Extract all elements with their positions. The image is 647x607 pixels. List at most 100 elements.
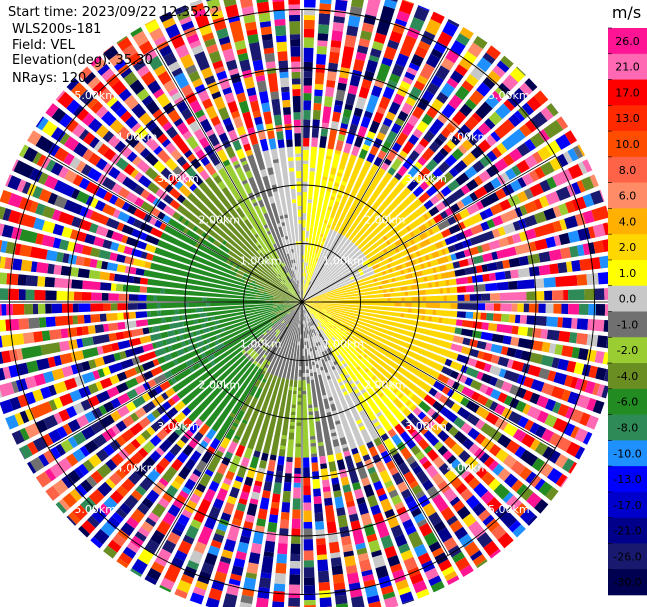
velocity-gate [511,360,525,372]
velocity-gate [421,147,435,162]
velocity-gate [341,116,350,125]
velocity-gate [372,263,380,270]
velocity-gate [358,444,369,457]
velocity-gate [386,514,400,529]
velocity-gate [316,247,323,259]
colorbar-tick-label: -26.0 [613,550,641,563]
velocity-gate [552,168,573,187]
velocity-gate [445,279,450,286]
velocity-gate [400,233,412,243]
velocity-gate [411,296,419,302]
velocity-gate [308,311,311,315]
velocity-gate [415,270,424,277]
velocity-gate [308,315,313,322]
velocity-gate [456,354,470,365]
velocity-gate [360,198,423,253]
velocity-gate [501,172,510,183]
velocity-gate [567,230,581,244]
velocity-gate [441,171,454,184]
velocity-gate [334,150,342,155]
velocity-gate [346,25,359,37]
velocity-gate [434,137,444,147]
velocity-gate [518,255,529,266]
velocity-gate [368,358,396,383]
velocity-gate [597,271,609,285]
velocity-gate [390,297,402,302]
velocity-gate [582,431,593,445]
velocity-gate [402,519,415,530]
velocity-gate [422,213,429,221]
velocity-gate [425,230,431,237]
velocity-gate [322,310,326,313]
velocity-gate [411,106,425,119]
velocity-gate [430,423,443,436]
velocity-gate [303,302,311,304]
velocity-gate [541,382,555,396]
velocity-gate [451,443,465,457]
velocity-gate [391,494,403,506]
instrument-label: WLS200s-181 [12,22,102,37]
velocity-gate [418,257,424,263]
velocity-gate [376,443,387,454]
velocity-gate [385,204,428,239]
velocity-gate [405,525,417,536]
velocity-gate [503,422,518,437]
velocity-gate [303,15,316,21]
velocity-gate [472,554,487,567]
velocity-gate [320,244,324,249]
velocity-gate [493,483,511,500]
velocity-gate [574,212,586,226]
velocity-gate [302,249,363,302]
velocity-gate [350,342,358,350]
velocity-gate [303,298,388,302]
velocity-gate [502,74,519,91]
velocity-gate [528,169,540,182]
velocity-gate [388,73,401,84]
velocity-gate [354,187,412,247]
velocity-gate [303,306,305,310]
velocity-gate [417,494,431,508]
velocity-gate [360,351,366,357]
velocity-gate [530,379,545,392]
velocity-gate [430,74,444,88]
velocity-gate [311,336,317,348]
velocity-gate [306,202,312,231]
velocity-gate [414,161,423,170]
velocity-gate [326,224,331,229]
velocity-gate [409,239,416,245]
colorbar-tick-label: -6.0 [617,396,638,409]
velocity-gate [461,320,474,328]
velocity-gate [360,512,373,526]
velocity-gate [306,316,312,327]
velocity-gate [366,370,375,379]
velocity-gate [509,384,520,396]
velocity-gate [571,196,587,211]
velocity-gate [443,295,448,302]
velocity-gate [422,479,434,491]
velocity-gate [470,550,483,561]
velocity-gate [337,378,342,383]
velocity-gate [494,378,505,389]
velocity-gate [490,177,502,189]
velocity-gate [385,240,391,246]
velocity-gates [0,0,621,607]
velocity-gate [383,46,397,61]
velocity-gate [391,63,405,77]
velocity-gate [401,102,414,115]
velocity-gate [385,111,396,121]
velocity-gate [490,293,500,301]
velocity-gate [341,387,347,393]
velocity-gate [339,373,346,381]
velocity-gate [368,55,380,63]
velocity-gate [331,315,444,372]
velocity-gate [328,396,334,402]
velocity-gate [524,419,535,432]
velocity-gate [476,394,489,406]
velocity-gate [430,580,445,593]
velocity-gate [367,494,379,508]
velocity-gate [469,246,479,256]
velocity-gate [463,228,474,238]
velocity-gate [541,341,551,353]
velocity-gate [303,279,375,302]
velocity-gate [315,335,320,343]
